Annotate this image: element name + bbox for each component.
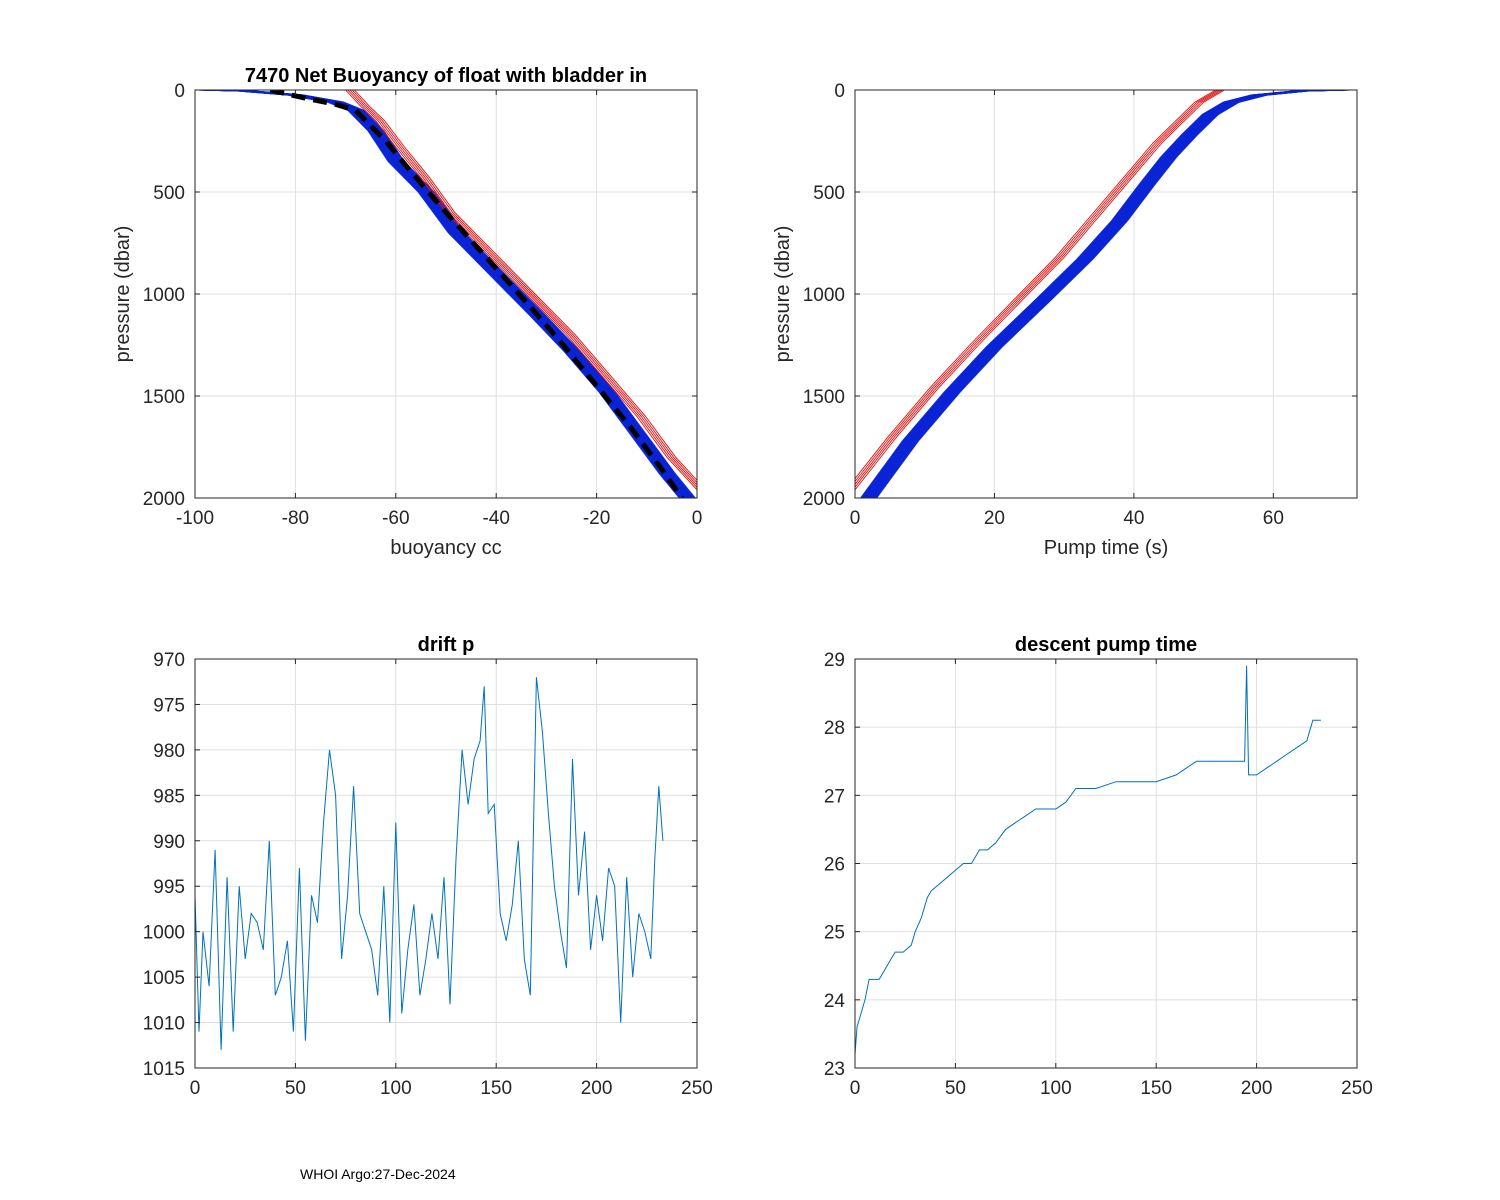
series-mean-profile	[269, 90, 684, 498]
y-tick-label: 23	[824, 1059, 845, 1080]
chart-pumptime: 0 20 40 60 0 500 1000 1500 2000 Pump time (s) pres…	[772, 81, 1358, 559]
series-profiles-red	[855, 90, 1221, 485]
series-profiles-red	[855, 90, 1216, 480]
x-tick-label: 50	[285, 1078, 306, 1099]
y-tick-label: 24	[824, 991, 846, 1012]
chart-title: 7470 Net Buoyancy of float with bladder …	[245, 65, 647, 87]
y-tick-label: 990	[153, 832, 185, 853]
plot-area	[195, 659, 697, 1068]
series-descent-pump-time	[855, 665, 1321, 1055]
data-layer	[195, 677, 664, 1050]
x-tick-label: 200	[1241, 1078, 1273, 1099]
x-tick-label: 150	[480, 1078, 512, 1099]
y-tick-label: 28	[824, 718, 845, 739]
x-tick-label: -20	[583, 508, 610, 529]
series-profiles-red	[855, 90, 1223, 488]
x-tick-label: -100	[176, 508, 214, 529]
x-axis-label: Pump time (s)	[1044, 537, 1168, 559]
y-tick-label: 1005	[143, 968, 185, 989]
y-axis-label: pressure (dbar)	[772, 226, 794, 363]
x-tick-label: 250	[681, 1078, 713, 1099]
y-tick-label: 27	[824, 786, 845, 807]
y-tick-label: 2000	[143, 489, 185, 510]
series-profiles-red	[855, 90, 1225, 491]
x-tick-label: -40	[482, 508, 509, 529]
series-profiles-blue-	[876, 90, 1351, 498]
y-axis-label: pressure (dbar)	[112, 226, 134, 363]
y-tick-label: 985	[153, 786, 185, 807]
y-tick-label: 1000	[803, 285, 845, 306]
y-tick-label: 2000	[803, 489, 845, 510]
series-drift-pressure	[195, 677, 664, 1050]
x-tick-label: 150	[1140, 1078, 1172, 1099]
series-profiles-red	[354, 90, 697, 481]
axes-frame	[194, 658, 698, 1069]
y-tick-label: 980	[153, 741, 185, 762]
data-layer	[855, 665, 1321, 1055]
y-tick-label: 1500	[143, 387, 185, 408]
x-tick-label: 60	[1263, 508, 1284, 529]
series-profiles-red	[351, 90, 697, 484]
x-tick-label: 50	[945, 1078, 966, 1099]
y-tick-label: 0	[834, 81, 845, 102]
y-tick-label: 1010	[143, 1014, 185, 1035]
y-tick-label: 975	[153, 695, 185, 716]
chart-buoyancy: -100 -80 -60 -40 -20 0 0 500 1000 1500 2000 7470 Ne…	[112, 65, 703, 559]
x-tick-label: 40	[1123, 508, 1144, 529]
y-tick-label: 25	[824, 923, 845, 944]
chart-descent: 0 50 100 150 200 250 23 24 25 26 27 28 29 descent pum…	[824, 634, 1373, 1099]
y-tick-label: 26	[824, 855, 845, 876]
chart-title: drift p	[418, 634, 475, 656]
x-tick-label: 0	[850, 508, 861, 529]
y-tick-label: 970	[153, 650, 185, 671]
y-tick-label: 995	[153, 877, 185, 898]
x-tick-label: 0	[190, 1078, 201, 1099]
series-profiles-blue-	[197, 90, 680, 498]
y-tick-label: 1015	[143, 1059, 185, 1080]
y-tick-label: 1000	[143, 285, 185, 306]
x-tick-label: -80	[282, 508, 309, 529]
series-profiles-red	[345, 90, 697, 491]
series-profiles-red	[347, 90, 697, 489]
y-tick-label: 1500	[803, 387, 845, 408]
x-tick-label: 100	[380, 1078, 412, 1099]
x-tick-label: 200	[581, 1078, 613, 1099]
chart-title: descent pump time	[1015, 634, 1197, 656]
y-tick-label: 29	[824, 650, 845, 671]
x-axis-label: buoyancy cc	[390, 537, 501, 559]
y-tick-label: 500	[813, 183, 845, 204]
y-tick-label: 0	[174, 81, 185, 102]
y-tick-label: 1000	[143, 923, 185, 944]
x-tick-label: 250	[1341, 1078, 1373, 1099]
footer-timestamp: WHOI Argo:27-Dec-2024	[300, 1166, 456, 1182]
series-profiles-red	[855, 90, 1219, 483]
x-tick-label: 100	[1040, 1078, 1072, 1099]
x-tick-label: 20	[984, 508, 1005, 529]
x-tick-label: 0	[850, 1078, 861, 1099]
series-profiles-red	[349, 90, 697, 486]
chart-drift: 0 50 100 150 200 250 970 975 980 985 990 995 1000 100…	[143, 634, 713, 1099]
x-tick-label: 0	[692, 508, 703, 529]
data-layer	[197, 90, 697, 498]
x-tick-label: -60	[382, 508, 409, 529]
y-tick-label: 500	[153, 183, 185, 204]
data-layer	[855, 90, 1351, 498]
